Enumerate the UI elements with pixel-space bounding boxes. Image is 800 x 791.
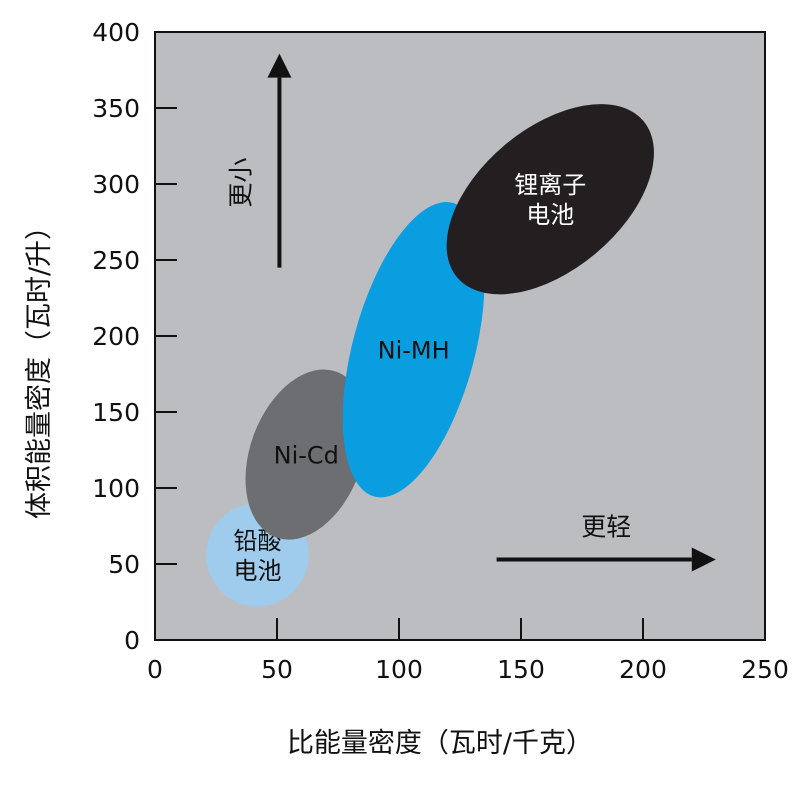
- x-tick-label-3: 150: [497, 655, 545, 684]
- y-axis-ticks: 0 50 100 150 200 250 300 350 400: [92, 18, 177, 655]
- y-tick-label-5: 250: [92, 246, 140, 275]
- annotation-0-arrow-head: [267, 53, 292, 78]
- region-0-label-1: 电池: [233, 557, 281, 585]
- x-tick-label-5: 250: [741, 655, 789, 684]
- region-1-label-0: Ni-Cd: [274, 442, 339, 470]
- region-2-label-0: Ni-MH: [378, 337, 450, 365]
- annotation-0-label: 更小: [226, 158, 255, 208]
- y-tick-label-2: 100: [92, 474, 140, 503]
- y-tick-label-1: 50: [108, 550, 140, 579]
- region-3: [446, 104, 654, 295]
- y-tick-label-7: 350: [92, 94, 140, 123]
- x-tick-label-2: 100: [375, 655, 423, 684]
- annotation-1-label: 更轻: [581, 512, 631, 541]
- y-tick-label-3: 150: [92, 398, 140, 427]
- x-axis-title: 比能量密度（瓦时/千克）: [287, 728, 593, 759]
- x-tick-label-4: 200: [619, 655, 667, 684]
- region-3-label-0: 锂离子: [514, 171, 586, 199]
- y-tick-label-4: 200: [92, 322, 140, 351]
- y-tick-label-6: 300: [92, 170, 140, 199]
- x-axis-ticks: 0 50 100 150 200 250: [147, 618, 789, 684]
- region-1: [245, 369, 368, 540]
- y-tick-label-8: 400: [92, 18, 140, 47]
- region-2: [342, 202, 485, 498]
- y-tick-label-0: 0: [124, 626, 140, 655]
- x-tick-label-1: 50: [261, 655, 293, 684]
- x-tick-label-0: 0: [147, 655, 163, 684]
- y-axis-title: 体积能量密度（瓦时/升）: [24, 213, 55, 519]
- annotation-1-arrow-head: [691, 547, 716, 572]
- region-3-label-1: 电池: [526, 201, 574, 229]
